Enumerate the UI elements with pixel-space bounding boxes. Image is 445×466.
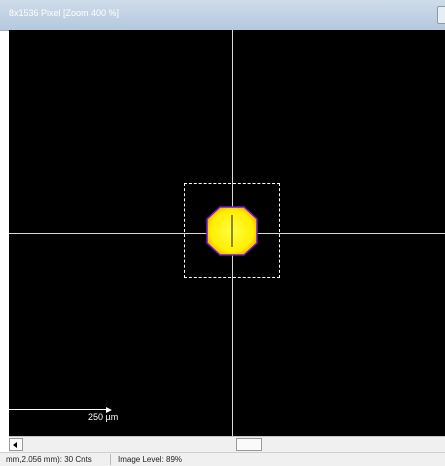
roi-box[interactable] <box>184 183 280 278</box>
image-level: Image Level: 89% <box>118 455 183 464</box>
position-readout: mm,2.056 mm): 30 Cnts <box>6 455 92 464</box>
horizontal-scrollbar[interactable] <box>9 436 445 453</box>
status-divider <box>110 454 111 465</box>
beam-image-viewport[interactable]: 250 µm <box>9 30 445 436</box>
status-bar: mm,2.056 mm): 30 Cnts Image Level: 89% <box>0 452 445 466</box>
window-title: 8x1536 Pixel [Zoom 400 %] <box>9 8 120 18</box>
scale-bar-label: 250 µm <box>88 412 119 422</box>
beam-spot <box>206 206 258 256</box>
scroll-left-arrow-icon[interactable] <box>9 438 23 451</box>
window-control-button[interactable] <box>437 6 445 24</box>
title-bar: 8x1536 Pixel [Zoom 400 %] <box>0 0 445 31</box>
scale-bar <box>9 409 108 410</box>
scroll-thumb[interactable] <box>236 438 262 451</box>
scale-bar-arrow-icon <box>106 407 112 413</box>
